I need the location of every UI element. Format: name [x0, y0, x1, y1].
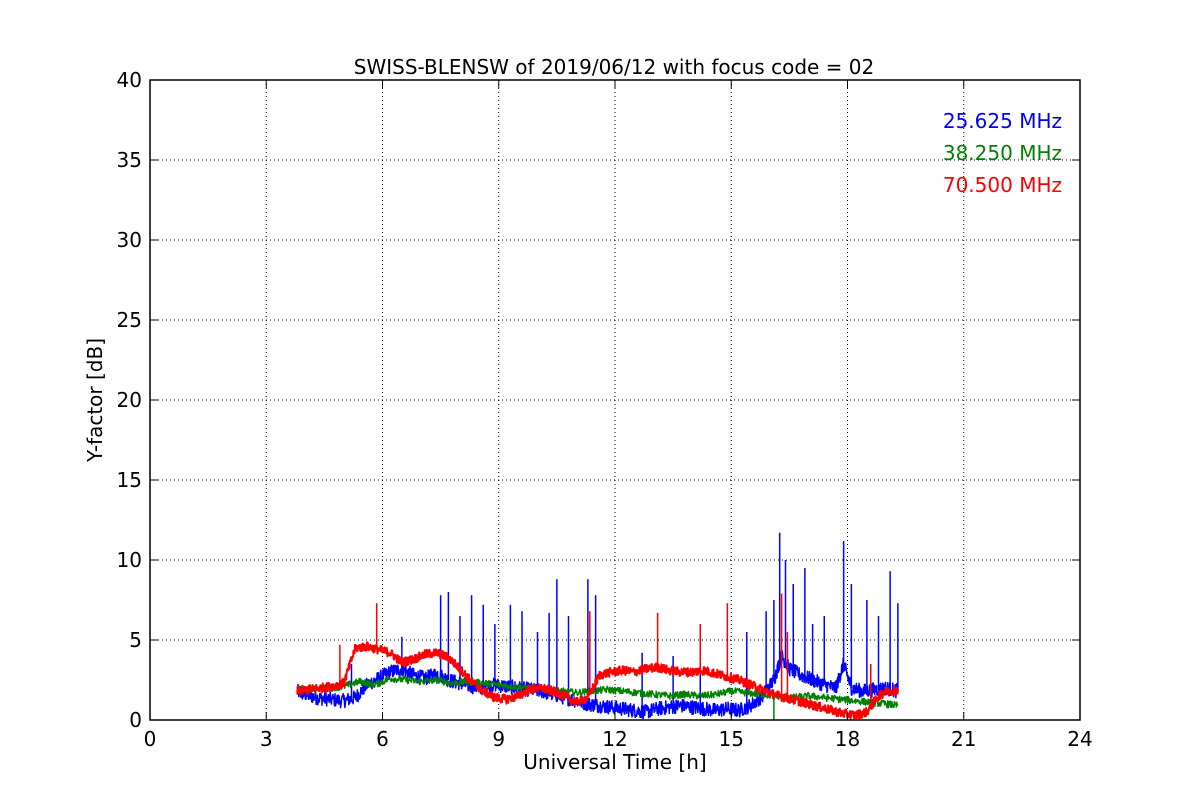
y-tick-label: 15 [117, 468, 142, 492]
series-line-2 [296, 675, 899, 709]
y-tick-label: 0 [129, 708, 142, 732]
ticks: 0 3 6 9 12 15 18 21 24 0 5 10 15 20 25 30 35 40 [117, 68, 1093, 751]
x-tick-label: 15 [719, 727, 744, 751]
y-tick-label: 5 [129, 628, 142, 652]
y-tick-label: 10 [117, 548, 142, 572]
x-tick-label: 6 [376, 727, 389, 751]
x-tick-label: 9 [492, 727, 505, 751]
legend: 25.625 MHz 38.250 MHz 70.500 MHz [943, 109, 1062, 197]
y-tick-label: 35 [117, 148, 142, 172]
x-axis-title: Universal Time [h] [523, 750, 706, 774]
legend-label-3: 70.500 MHz [943, 173, 1062, 197]
x-tick-label: 21 [951, 727, 976, 751]
y-axis-title: Y-factor [dB] [83, 338, 107, 463]
series-line-1 [296, 649, 899, 720]
x-tick-label: 24 [1067, 727, 1092, 751]
y-tick-label: 30 [117, 228, 142, 252]
series-line-3 [296, 641, 899, 720]
grid [150, 80, 1080, 720]
x-tick-label: 18 [835, 727, 860, 751]
x-tick-label: 0 [144, 727, 157, 751]
chart-title: SWISS-BLENSW of 2019/06/12 with focus co… [354, 55, 875, 79]
legend-label-1: 25.625 MHz [943, 109, 1062, 133]
legend-label-2: 38.250 MHz [943, 141, 1062, 165]
y-tick-label: 20 [117, 388, 142, 412]
y-tick-label: 25 [117, 308, 142, 332]
series-lines [296, 532, 899, 720]
x-tick-label: 12 [602, 727, 627, 751]
x-tick-label: 3 [260, 727, 273, 751]
y-tick-label: 40 [117, 68, 142, 92]
